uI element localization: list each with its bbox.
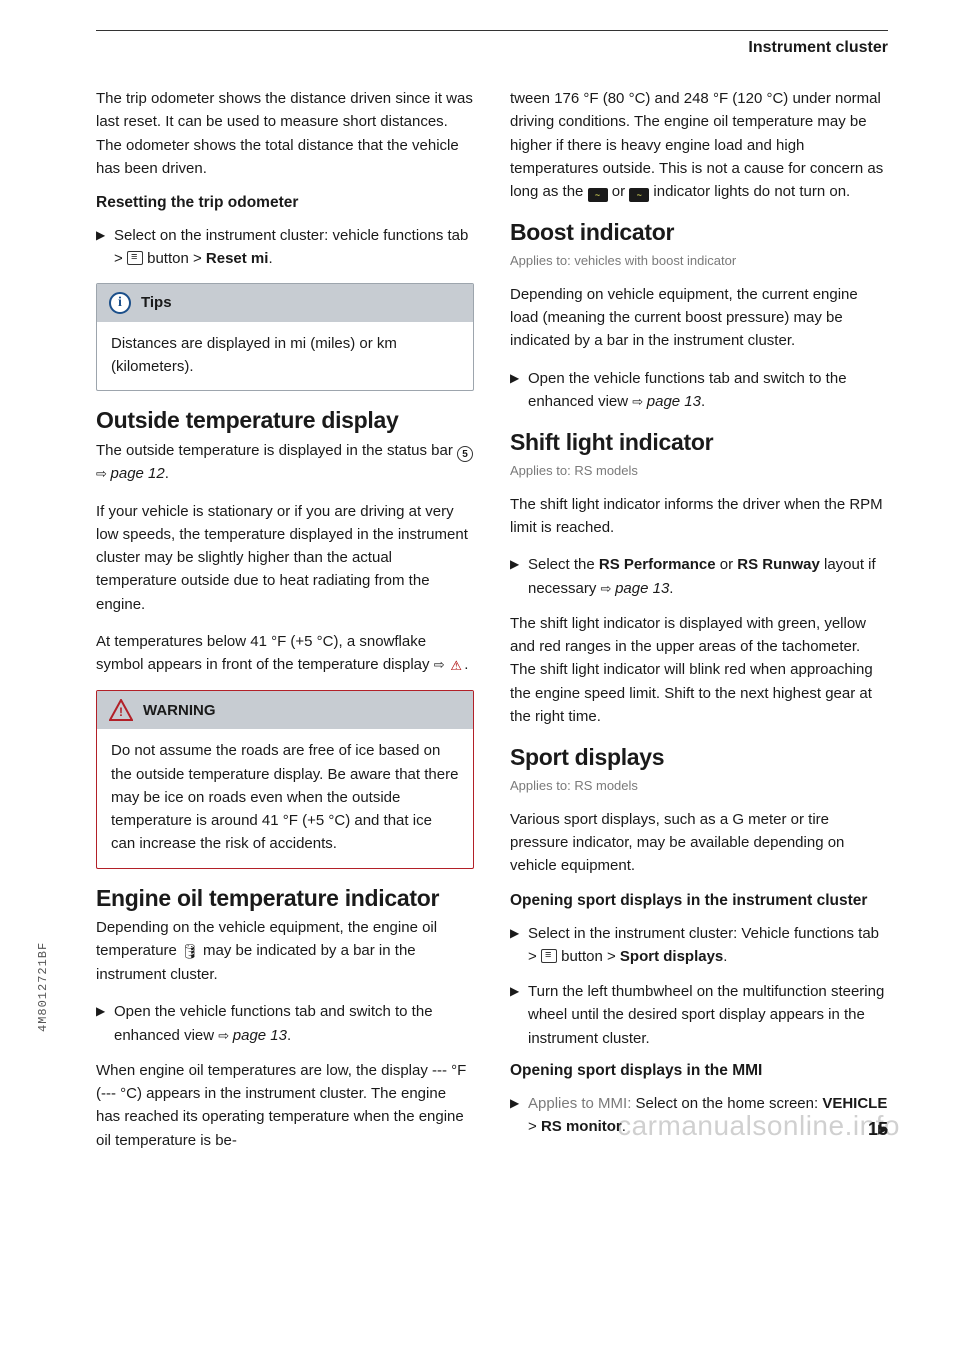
bullet-marker: ▶	[510, 367, 528, 414]
reset-heading: Resetting the trip odometer	[96, 194, 474, 212]
shift-step: ▶ Select the RS Performance or RS Runway…	[510, 553, 888, 600]
bullet-marker: ▶	[510, 553, 528, 600]
boost-heading: Boost indicator	[510, 219, 888, 247]
info-icon: i	[109, 292, 131, 314]
bullet-marker: ▶	[96, 1000, 114, 1047]
bullet-marker: ▶	[510, 1092, 528, 1139]
bullet-marker: ▶	[96, 224, 114, 271]
crossref-arrow-icon: ⇨	[632, 394, 647, 409]
engine-oil-p2: When engine oil temperatures are low, th…	[96, 1059, 474, 1152]
warning-label: WARNING	[143, 702, 216, 719]
text: Select the	[528, 556, 599, 573]
text: .	[701, 393, 705, 410]
menu-button-icon	[541, 949, 557, 963]
warning-icon: !	[109, 699, 133, 721]
text: .	[669, 580, 673, 597]
engine-oil-cont: tween 176 °F (80 °C) and 248 °F (120 °C)…	[510, 87, 888, 203]
warning-triangle-icon: ⚠	[448, 659, 464, 673]
sport-step-2: ▶ Turn the left thumbwheel on the multif…	[510, 980, 888, 1050]
bullet-marker: ▶	[510, 980, 528, 1050]
sport-heading: Sport displays	[510, 744, 888, 772]
rs-monitor-label: RS monitor	[541, 1118, 622, 1135]
sport-step-2-text: Turn the left thumbwheel on the multifun…	[528, 980, 888, 1050]
tips-label: Tips	[141, 294, 172, 311]
ref-circle-5: 5	[457, 446, 473, 462]
tips-head: i Tips	[97, 284, 473, 322]
warning-box: ! WARNING Do not assume the roads are fr…	[96, 690, 474, 868]
text: .	[268, 250, 272, 267]
text: At temperatures below 41 °F (+5 °C), a s…	[96, 633, 434, 673]
shift-p1: The shift light indicator informs the dr…	[510, 493, 888, 540]
text: .	[464, 656, 468, 673]
right-column: tween 176 °F (80 °C) and 248 °F (120 °C)…	[510, 87, 888, 1166]
sport-cluster-heading: Opening sport displays in the instrument…	[510, 892, 888, 910]
page-number: 15	[868, 1119, 888, 1140]
side-doc-code: 4M8012721BF	[36, 942, 50, 1032]
text: or	[716, 556, 738, 573]
shift-heading: Shift light indicator	[510, 429, 888, 457]
text: .	[165, 465, 169, 482]
text: .	[723, 948, 727, 965]
sport-p1: Various sport displays, such as a G mete…	[510, 808, 888, 878]
svg-text:!: !	[119, 705, 123, 719]
oil-can-icon: 🛢	[181, 941, 199, 963]
engine-oil-step-text: Open the vehicle functions tab and switc…	[114, 1000, 474, 1047]
header-rule	[96, 30, 888, 31]
text: button >	[143, 250, 206, 267]
tips-box: i Tips Distances are displayed in mi (mi…	[96, 283, 474, 392]
shift-step-text: Select the RS Performance or RS Runway l…	[528, 553, 888, 600]
text: The outside temperature is displayed in …	[96, 442, 457, 459]
boost-step: ▶ Open the vehicle functions tab and swi…	[510, 367, 888, 414]
outside-temp-p2: If your vehicle is stationary or if you …	[96, 500, 474, 616]
outside-temp-heading: Outside temperature display	[96, 407, 474, 435]
shift-applies: Applies to: RS models	[510, 461, 888, 481]
left-column: The trip odometer shows the distance dri…	[96, 87, 474, 1166]
trip-odo-intro: The trip odometer shows the distance dri…	[96, 87, 474, 180]
crossref-arrow-icon: ⇨	[218, 1028, 233, 1043]
outside-temp-p1: The outside temperature is displayed in …	[96, 439, 474, 486]
rs-performance-label: RS Performance	[599, 556, 716, 573]
crossref-arrow-icon: ⇨	[601, 581, 616, 596]
engine-oil-p1: Depending on the vehicle equipment, the …	[96, 916, 474, 986]
sport-mmi-heading: Opening sport displays in the MMI	[510, 1062, 888, 1080]
text: indicator lights do not turn on.	[649, 183, 850, 200]
sport-displays-label: Sport displays	[620, 948, 723, 965]
rs-runway-label: RS Runway	[737, 556, 820, 573]
text: >	[528, 1118, 541, 1135]
crossref-arrow-icon: ⇨	[434, 657, 449, 672]
mmi-applies: Applies to MMI:	[528, 1095, 631, 1112]
reset-step-text: Select on the instrument cluster: vehicl…	[114, 224, 474, 271]
text: or	[608, 183, 630, 200]
text: button >	[557, 948, 620, 965]
menu-button-icon	[127, 251, 143, 265]
oil-warning-dark-icon: ~	[588, 188, 608, 202]
outside-temp-p3: At temperatures below 41 °F (+5 °C), a s…	[96, 630, 474, 677]
crossref-arrow-icon: ⇨	[96, 466, 111, 481]
page-ref: page 13	[233, 1027, 287, 1044]
warning-body: Do not assume the roads are free of ice …	[97, 729, 473, 867]
shift-p2: The shift light indicator is displayed w…	[510, 612, 888, 728]
content-columns: The trip odometer shows the distance dri…	[96, 87, 888, 1166]
engine-oil-step: ▶ Open the vehicle functions tab and swi…	[96, 1000, 474, 1047]
boost-step-text: Open the vehicle functions tab and switc…	[528, 367, 888, 414]
reset-step: ▶ Select on the instrument cluster: vehi…	[96, 224, 474, 271]
boost-applies: Applies to: vehicles with boost indicato…	[510, 251, 888, 271]
reset-mi-label: Reset mi	[206, 250, 269, 267]
sport-applies: Applies to: RS models	[510, 776, 888, 796]
page-ref: page 13	[647, 393, 701, 410]
header-title: Instrument cluster	[96, 39, 888, 57]
temp-warning-dark-icon: ~	[629, 188, 649, 202]
watermark: carmanualsonline.info	[617, 1110, 900, 1142]
page-ref: page 13	[615, 580, 669, 597]
text: .	[287, 1027, 291, 1044]
warning-head: ! WARNING	[97, 691, 473, 729]
boost-p1: Depending on vehicle equipment, the curr…	[510, 283, 888, 353]
bullet-marker: ▶	[510, 922, 528, 969]
page-ref: page 12	[111, 465, 165, 482]
sport-step-1: ▶ Select in the instrument cluster: Vehi…	[510, 922, 888, 969]
sport-step-1-text: Select in the instrument cluster: Vehicl…	[528, 922, 888, 969]
tips-body: Distances are displayed in mi (miles) or…	[97, 322, 473, 391]
engine-oil-heading: Engine oil temperature indicator	[96, 885, 474, 913]
